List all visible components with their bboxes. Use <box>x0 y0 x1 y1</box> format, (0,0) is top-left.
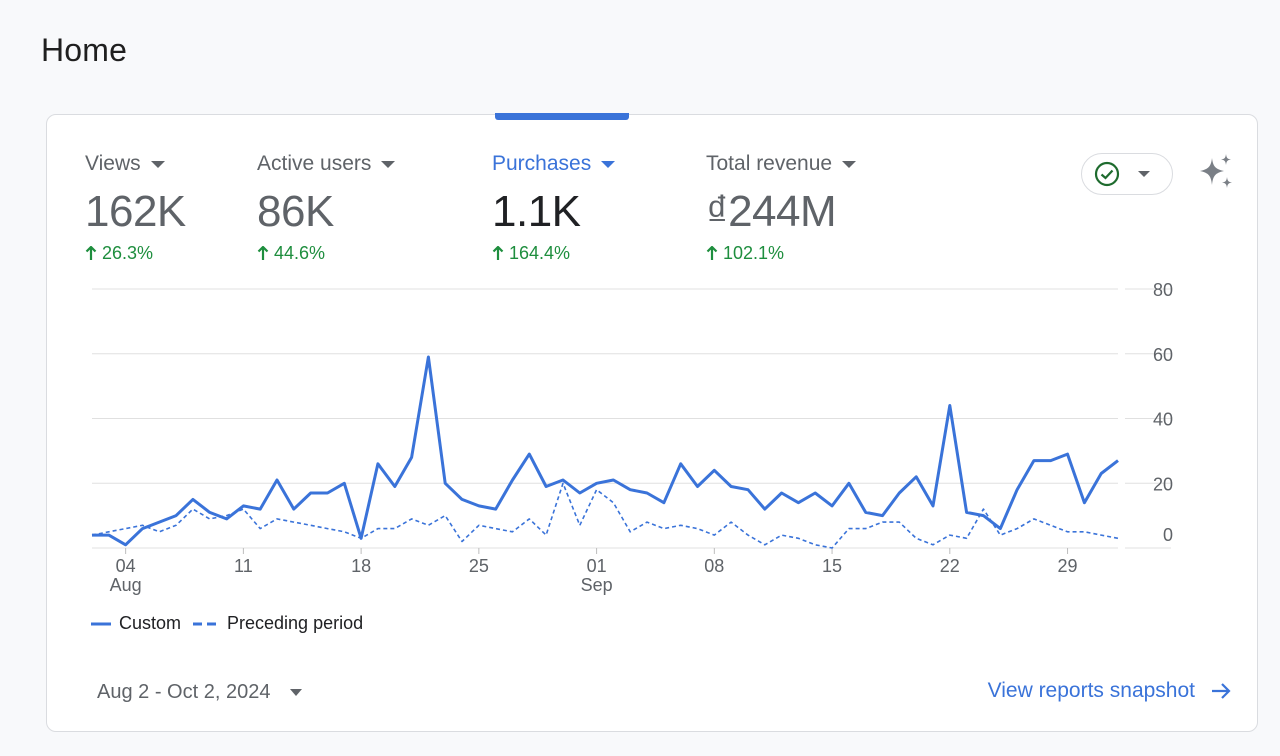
series-line-preceding-period <box>91 482 1119 549</box>
y-tick-label: 60 <box>1153 345 1173 365</box>
metric-label: Active users <box>257 152 372 175</box>
snapshot-link-label: View reports snapshot <box>987 679 1195 702</box>
y-tick-label: 0 <box>1163 525 1173 545</box>
summary-card: Views 162K 26.3% Active users 86K 44.6% … <box>46 113 1258 732</box>
caret-down-icon <box>842 160 857 168</box>
metric-tab-purchases[interactable]: Purchases 1.1K 164.4% <box>492 151 616 264</box>
x-tick-label: 29 <box>1058 556 1078 576</box>
metric-change: 44.6% <box>274 243 326 263</box>
x-tick-label: 22 <box>940 556 960 576</box>
metric-label: Purchases <box>492 152 592 175</box>
metric-value: 86K <box>257 187 334 236</box>
view-reports-snapshot-link[interactable]: View reports snapshot <box>988 679 1231 703</box>
y-tick-label: 40 <box>1153 410 1173 430</box>
date-range-selector[interactable]: Aug 2 - Oct 2, 2024 <box>97 681 303 704</box>
x-tick-sublabel: Sep <box>581 575 613 595</box>
check-circle-icon <box>1094 161 1120 187</box>
metric-tab-total-revenue[interactable]: Total revenue ₫244M 102.1% <box>706 151 857 264</box>
caret-down-icon <box>601 160 616 168</box>
caret-down-icon <box>150 160 165 168</box>
arrow-up-icon <box>257 246 269 260</box>
active-tab-indicator <box>495 113 629 120</box>
x-tick-label: 08 <box>704 556 724 576</box>
x-tick-sublabel: Aug <box>110 575 142 595</box>
dashed-line-swatch <box>193 622 220 625</box>
metric-change: 102.1% <box>723 243 785 263</box>
legend-label-preceding: Preceding period <box>227 613 364 633</box>
insights-button[interactable] <box>1197 153 1235 196</box>
arrow-up-icon <box>85 246 97 260</box>
legend-item-preceding: Preceding period <box>193 613 363 634</box>
metric-tab-active-users[interactable]: Active users 86K 44.6% <box>257 151 396 264</box>
arrow-up-icon <box>706 246 718 260</box>
arrow-right-icon <box>1212 683 1231 699</box>
x-tick-label: 18 <box>351 556 371 576</box>
legend-label-custom: Custom <box>119 613 182 633</box>
arrow-up-icon <box>492 246 504 260</box>
x-tick-label: 01 <box>587 556 607 576</box>
caret-down-icon <box>381 160 396 168</box>
metric-value: ₫244M <box>706 187 837 236</box>
x-tick-label: 15 <box>822 556 842 576</box>
metric-change: 164.4% <box>509 243 571 263</box>
data-quality-status-button[interactable] <box>1081 153 1173 195</box>
series-line-custom <box>92 355 1119 547</box>
metric-change: 26.3% <box>102 243 154 263</box>
metric-label: Total revenue <box>706 152 833 175</box>
metric-value: 1.1K <box>492 187 581 236</box>
y-tick-label: 80 <box>1153 280 1173 300</box>
legend-item-custom: Custom <box>91 613 181 634</box>
y-tick-label: 20 <box>1153 474 1173 494</box>
x-tick-label: 11 <box>234 556 253 576</box>
chart-legend: Custom Preceding period <box>91 613 375 634</box>
x-tick-label: 04 <box>116 556 136 576</box>
page-title: Home <box>41 32 128 68</box>
metric-value: 162K <box>85 187 186 236</box>
sparkle-icon <box>1200 154 1232 188</box>
solid-line-swatch <box>91 622 111 625</box>
caret-down-icon <box>1138 171 1150 177</box>
date-range-label: Aug 2 - Oct 2, 2024 <box>97 681 271 703</box>
x-tick-label: 25 <box>469 556 489 576</box>
metric-label: Views <box>85 152 141 175</box>
metric-tab-views[interactable]: Views 162K 26.3% <box>85 151 186 264</box>
caret-down-icon <box>290 689 303 696</box>
